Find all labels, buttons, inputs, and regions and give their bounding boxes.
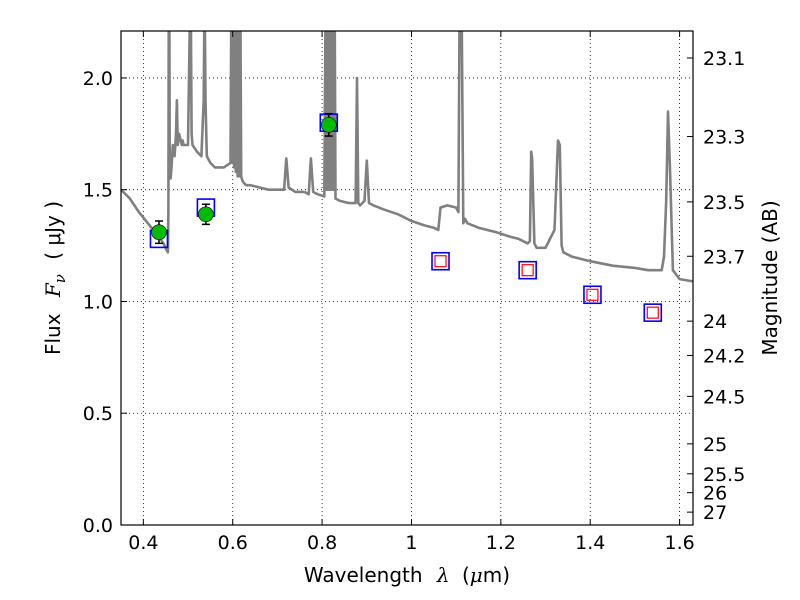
x-axis-label: Wavelength λ (μm)	[304, 563, 510, 587]
x-axis-label-symbol: λ	[436, 563, 450, 587]
mag-tick-label: 24.5	[703, 386, 745, 408]
y-axis-label-prefix: Flux	[41, 313, 65, 355]
y-tick-label: 0.0	[83, 515, 113, 537]
x-axis-label-unit-rest: m)	[483, 563, 510, 587]
mag-tick-label: 23.7	[703, 246, 745, 268]
plot-area	[121, 31, 693, 322]
mag-tick-label: 25	[703, 434, 727, 456]
y-axis-label: Flux Fν ( μJy )	[41, 201, 70, 355]
predicted-marker	[521, 264, 534, 277]
y-tick-label: 1.5	[83, 180, 113, 202]
mag-tick-label: 27	[703, 502, 727, 524]
mag-tick-label: 25.5	[703, 464, 745, 486]
x-tick-label: 0.8	[307, 532, 337, 554]
mag-tick-label: 24	[703, 311, 727, 333]
model-marker	[431, 251, 450, 271]
y-tick-label: 1.0	[83, 291, 113, 313]
y-axis-label-unit: ( μJy )	[41, 201, 65, 260]
predicted-marker	[586, 288, 599, 301]
mag-tick-label: 23.3	[703, 127, 745, 149]
predicted-marker	[434, 255, 447, 268]
observed-point	[198, 206, 214, 223]
x-tick-label: 1	[405, 532, 417, 554]
x-tick-label: 1.4	[575, 532, 605, 554]
model-marker	[518, 260, 537, 280]
y2-axis-label: Magnitude (AB)	[758, 200, 782, 355]
predicted-marker	[646, 306, 659, 319]
sed-line	[121, 31, 693, 283]
axis-ticks: 0.4 0.6 0.8 1 1.2 1.4 1.6 0.0 0.5 1.0 1.5 2.0 23.1 23…	[83, 31, 745, 554]
model-marker	[643, 303, 663, 322]
y-axis-label-symbol: F	[41, 282, 65, 298]
plot-frame	[120, 30, 694, 526]
x-axis-label-prefix: Wavelength	[304, 563, 423, 587]
x-tick-label: 0.4	[128, 532, 158, 554]
mag-tick-label: 23.5	[703, 192, 745, 214]
x-tick-label: 0.6	[218, 532, 248, 554]
mag-tick-label: 24.2	[703, 345, 745, 367]
observed-point	[320, 117, 337, 133]
x-axis-label-unit-mu: μ	[470, 563, 483, 587]
x-tick-label: 1.2	[486, 532, 516, 554]
observed-point	[151, 224, 167, 240]
mag-tick-label: 26	[703, 483, 727, 505]
y-tick-label: 0.5	[83, 403, 113, 425]
y-axis-label-subscript: ν	[51, 274, 69, 283]
x-axis-label-unit-open: (	[462, 563, 470, 587]
mag-tick-label: 23.1	[703, 48, 745, 70]
x-tick-label: 1.6	[664, 532, 694, 554]
model-marker	[583, 285, 602, 305]
y-tick-label: 2.0	[83, 68, 113, 90]
